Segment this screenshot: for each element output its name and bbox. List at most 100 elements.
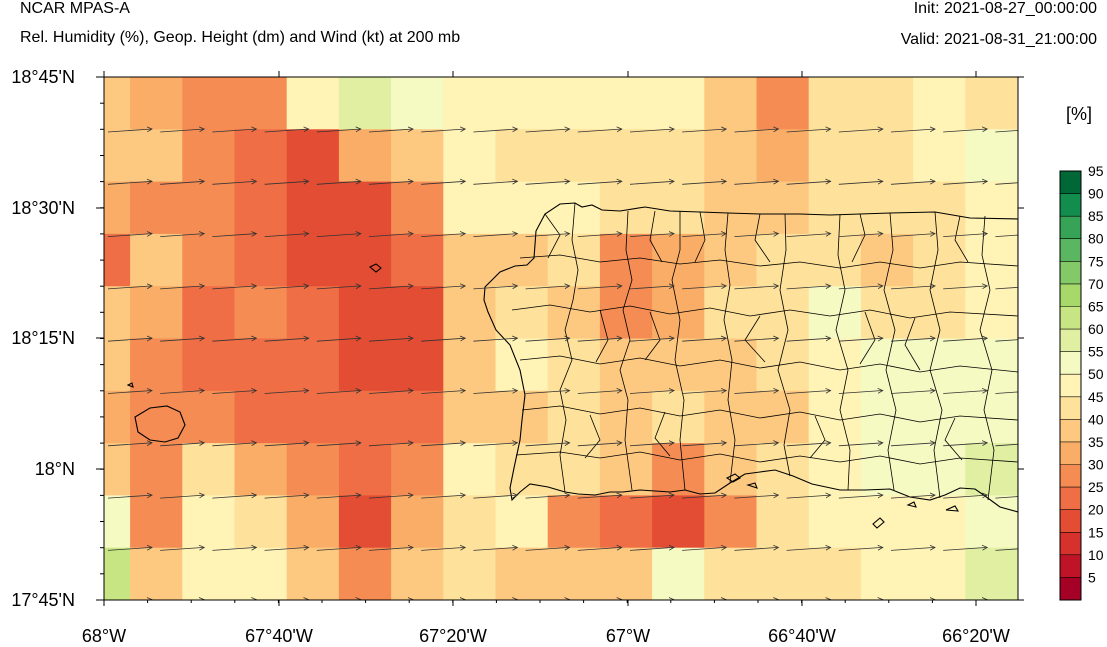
x-tick-label: 67°20'W — [419, 626, 487, 646]
colorbar-swatch — [1060, 261, 1081, 285]
wind-arrow — [525, 547, 570, 551]
wind-arrow — [943, 181, 987, 185]
rh-cell — [234, 286, 288, 340]
rh-cell — [860, 181, 914, 235]
colorbar-tick-label: 65 — [1088, 299, 1104, 315]
rh-cell — [965, 233, 1018, 287]
colorbar-swatch — [1060, 577, 1081, 601]
wind-arrow — [264, 547, 309, 551]
rh-cell — [182, 286, 236, 340]
rh-cell — [652, 77, 705, 130]
wind-arrow — [890, 129, 935, 133]
wind-arrow — [421, 391, 465, 394]
rh-cell — [286, 286, 340, 340]
rh-cell — [913, 495, 966, 549]
wind-arrow — [212, 129, 256, 133]
rh-cell — [704, 443, 758, 496]
wind-arrow — [107, 547, 152, 551]
colorbar-tick-label: 85 — [1088, 208, 1104, 224]
wind-arrow — [943, 234, 987, 237]
rh-cell — [391, 443, 444, 496]
rh-cell — [547, 338, 601, 392]
rh-cell — [913, 129, 966, 183]
wind-arrow — [995, 391, 1018, 394]
rh-cell — [338, 286, 392, 340]
wind-arrow — [368, 129, 413, 133]
rh-cell — [286, 547, 340, 600]
colorbar-swatch — [1060, 554, 1081, 578]
rh-cell — [286, 233, 340, 287]
rh-cell — [599, 129, 653, 183]
wind-arrow — [682, 181, 726, 185]
wind-arrow — [212, 547, 256, 551]
rh-cell — [547, 129, 601, 183]
rh-cell — [286, 77, 340, 130]
x-axis: 68°W 67°40'W 67°20'W 67°W 66°40'W 66°20'W — [82, 71, 1010, 646]
wind-arrow — [786, 443, 831, 447]
colorbar-tick-label: 50 — [1088, 366, 1104, 382]
wind-arrow — [943, 443, 987, 447]
wind-arrow — [786, 181, 831, 185]
model-title: NCAR MPAS-A — [20, 0, 130, 17]
wind-arrow — [786, 547, 831, 551]
rh-cell — [652, 495, 705, 549]
colorbar-tick-label: 5 — [1088, 569, 1096, 585]
rh-cell — [130, 600, 183, 647]
wind-arrow — [682, 547, 726, 551]
rh-cell — [704, 495, 758, 549]
wind-arrow — [943, 495, 987, 499]
wind-arrow — [264, 391, 309, 394]
x-tick-label: 66°40'W — [768, 626, 836, 646]
wind-arrow — [264, 129, 309, 133]
rh-cell — [547, 443, 601, 496]
rh-cell — [338, 547, 392, 600]
wind-arrow — [890, 443, 935, 447]
wind-arrow — [682, 129, 726, 133]
rh-cell — [704, 286, 758, 340]
rh-cell — [130, 233, 183, 287]
wind-arrow — [577, 547, 622, 551]
colorbar-swatch — [1060, 238, 1081, 262]
rh-cell — [913, 547, 966, 600]
rh-cell — [104, 443, 131, 496]
wind-arrow — [890, 286, 935, 290]
rh-cell — [443, 495, 497, 549]
wind-arrow — [525, 391, 570, 394]
y-axis: 18°45'N 18°30'N 18°15'N 18°N 17°45'N — [11, 67, 1024, 610]
caja-de-muertos-outline — [872, 517, 885, 529]
humidity-cells — [104, 77, 1018, 647]
wind-arrow — [943, 547, 987, 551]
wind-arrow — [786, 234, 831, 237]
wind-arrow — [890, 234, 935, 237]
wind-arrow — [629, 286, 674, 290]
rh-cell — [965, 338, 1018, 392]
rh-cell — [234, 233, 288, 287]
wind-arrow — [577, 286, 622, 290]
wind-arrow — [473, 286, 517, 290]
y-tick-label: 18°45'N — [11, 67, 75, 87]
rh-cell — [495, 181, 549, 235]
wind-arrow — [577, 181, 622, 185]
rh-cell — [286, 495, 340, 549]
colorbar-tick-label: 60 — [1088, 321, 1104, 337]
wind-arrow — [995, 182, 1018, 185]
wind-arrow — [212, 286, 256, 290]
rh-cell — [130, 495, 183, 549]
municipality-borders — [511, 202, 1018, 501]
wind-arrow — [682, 234, 726, 237]
wind-arrow — [682, 443, 726, 447]
wind-arrow — [160, 391, 204, 394]
rh-cell — [339, 600, 392, 647]
wind-arrow — [786, 129, 831, 133]
rh-cell — [495, 129, 549, 183]
wind-arrow — [107, 338, 152, 342]
wind-arrow — [212, 391, 256, 394]
wind-arrow — [473, 129, 517, 133]
wind-arrow — [734, 129, 778, 133]
rh-cell — [104, 129, 131, 183]
wind-arrow — [212, 338, 256, 342]
wind-arrow — [264, 286, 309, 290]
wind-vectors — [107, 129, 1018, 600]
colorbar-tick-label: 15 — [1088, 524, 1104, 540]
wind-arrow — [838, 495, 883, 499]
